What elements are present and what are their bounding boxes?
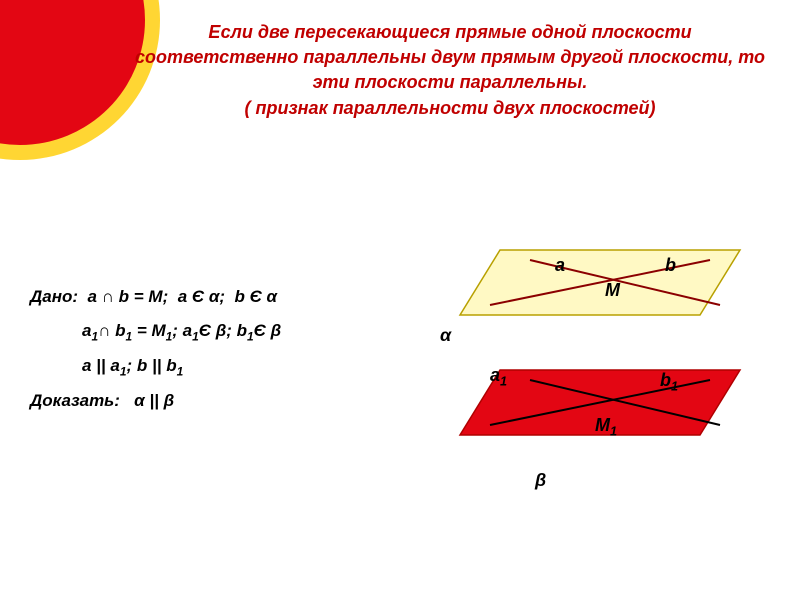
given-block: Дано: a ∩ b = M; a Є α; b Є α a1∩ b1 = M… — [30, 280, 281, 418]
given-row2: a1∩ b1 = M1; a1Є β; b1Є β — [30, 314, 281, 349]
label-alpha: α — [440, 325, 451, 346]
corner-decoration-inner — [0, 0, 145, 145]
given-row3: a || a1; b || b1 — [30, 349, 281, 384]
label-b1: b1 — [660, 370, 678, 394]
prove-heading: Доказать: — [30, 391, 120, 410]
label-M1: M1 — [595, 415, 617, 439]
prove-row: Доказать: α || β — [30, 384, 281, 418]
given-row1: Дано: a ∩ b = M; a Є α; b Є α — [30, 280, 281, 314]
title-line1: Если две пересекающиеся прямые одной пло… — [130, 20, 770, 96]
geometry-diagram: a b M α a1 b1 M1 β — [420, 240, 770, 520]
diagram-svg — [420, 240, 770, 500]
given-heading: Дано: — [30, 287, 78, 306]
label-a: a — [555, 255, 565, 276]
label-b: b — [665, 255, 676, 276]
slide-title: Если две пересекающиеся прямые одной пло… — [130, 20, 770, 121]
prove-text: α || β — [134, 391, 174, 410]
title-line2: ( признак параллельности двух плоскостей… — [130, 96, 770, 121]
label-a1: a1 — [490, 365, 507, 389]
label-beta: β — [535, 470, 546, 491]
label-M: M — [605, 280, 620, 301]
